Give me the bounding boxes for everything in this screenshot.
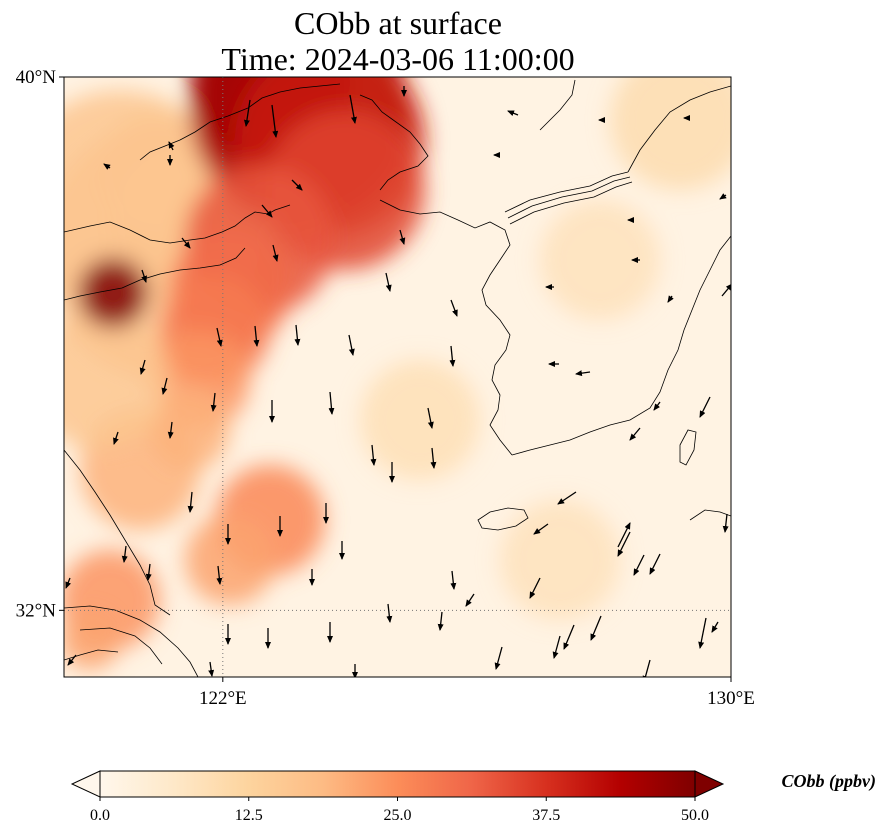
wind-vector bbox=[139, 359, 146, 375]
wind-vector bbox=[253, 325, 260, 347]
coastlines bbox=[64, 79, 731, 677]
wind-vector bbox=[719, 193, 727, 200]
wind-vector bbox=[617, 522, 631, 548]
wind-vector bbox=[385, 272, 392, 292]
map-frame bbox=[63, 76, 732, 678]
concentration-blob bbox=[610, 77, 731, 190]
colorbar-tick-label: 37.5 bbox=[532, 807, 560, 824]
map-area bbox=[64, 77, 731, 677]
wind-vector bbox=[437, 611, 444, 631]
wind-vector bbox=[168, 141, 175, 151]
concentration-blob bbox=[150, 390, 230, 470]
colorbar: 0.0 12.5 25.0 37.5 50.0 CObb (ppbv) bbox=[70, 770, 876, 824]
concentration-blob bbox=[64, 310, 170, 450]
wind-vector bbox=[243, 99, 251, 127]
wind-vector bbox=[145, 563, 152, 581]
wind-vector bbox=[449, 345, 456, 367]
concentration-blob bbox=[185, 515, 275, 605]
lon-tick-label: 130°E bbox=[707, 688, 755, 709]
wind-vector bbox=[465, 593, 475, 607]
axis-ticks: 40°N 32°N 122°E 130°E bbox=[16, 67, 755, 709]
wind-vector bbox=[121, 545, 128, 563]
wind-vector bbox=[141, 269, 147, 283]
wind-vector bbox=[699, 396, 711, 418]
wind-vector bbox=[370, 444, 377, 466]
wind-vector bbox=[291, 179, 303, 191]
wind-vector bbox=[507, 110, 519, 117]
wind-vector bbox=[563, 624, 575, 650]
concentration-blob bbox=[540, 200, 660, 320]
wind-vector bbox=[633, 554, 645, 576]
wind-vector bbox=[450, 570, 457, 590]
gridlines bbox=[64, 77, 731, 677]
plot-subtitle-time: Time: 2024-03-06 11:00:00 bbox=[221, 41, 575, 77]
wind-vector bbox=[450, 299, 458, 317]
wind-vector bbox=[575, 370, 591, 377]
plot-title: CObb at surface bbox=[294, 5, 502, 41]
wind-vector bbox=[67, 654, 77, 666]
colorbar-title: CObb (ppbv) bbox=[782, 771, 876, 792]
wind-vector bbox=[557, 491, 577, 505]
colorbar-tick-label: 0.0 bbox=[90, 807, 110, 824]
lat-tick-label: 40°N bbox=[16, 67, 57, 88]
wind-vector bbox=[427, 407, 434, 429]
wind-vector bbox=[103, 163, 111, 170]
wind-vector bbox=[261, 204, 273, 218]
wind-vector bbox=[552, 635, 561, 659]
wind-vector bbox=[529, 577, 541, 599]
wind-vector bbox=[629, 427, 641, 441]
concentration-blob bbox=[78, 258, 148, 328]
wind-vector bbox=[216, 327, 223, 347]
wind-vector bbox=[208, 661, 215, 677]
wind-vector bbox=[386, 603, 393, 623]
wind-vector bbox=[721, 283, 731, 297]
wind-vector bbox=[617, 531, 631, 557]
colorbar-tick-label: 12.5 bbox=[235, 807, 263, 824]
colorbar-extend-low bbox=[70, 770, 101, 798]
concentration-blob bbox=[500, 500, 620, 620]
wind-vector bbox=[711, 621, 719, 633]
wind-vector bbox=[494, 646, 503, 670]
concentration-field bbox=[64, 77, 731, 670]
concentration-blob bbox=[64, 610, 120, 670]
wind-vector bbox=[113, 431, 119, 445]
wind-vector bbox=[271, 104, 279, 138]
concentration-blob bbox=[360, 360, 480, 480]
wind-vector bbox=[649, 553, 661, 575]
colorbar-gradient bbox=[99, 770, 696, 798]
wind-vector bbox=[65, 577, 72, 589]
wind-vector bbox=[349, 94, 357, 124]
wind-vector bbox=[430, 447, 437, 469]
lat-tick-label: 32°N bbox=[16, 600, 57, 621]
wind-vector bbox=[348, 334, 355, 356]
wind-vector bbox=[590, 615, 602, 641]
wind-vector bbox=[161, 377, 168, 395]
wind-vector bbox=[210, 392, 217, 412]
wind-vector bbox=[187, 491, 194, 513]
wind-vector bbox=[167, 421, 174, 439]
lon-tick-label: 122°E bbox=[199, 688, 247, 709]
wind-vector bbox=[698, 617, 707, 649]
wind-vector bbox=[399, 229, 406, 245]
colorbar-extend-high bbox=[694, 770, 725, 798]
wind-vector bbox=[533, 523, 549, 535]
wind-vector bbox=[272, 244, 279, 262]
wind-vector bbox=[667, 295, 674, 303]
wind-vector bbox=[181, 237, 191, 249]
wind-vector bbox=[294, 324, 301, 346]
wind-vector bbox=[722, 513, 729, 533]
colorbar-tick-label: 50.0 bbox=[681, 807, 709, 824]
wind-vector bbox=[642, 659, 651, 677]
wind-vector bbox=[653, 401, 661, 411]
wind-vector bbox=[328, 391, 335, 415]
colorbar-tick-label: 25.0 bbox=[384, 807, 412, 824]
wind-vector bbox=[216, 565, 223, 585]
wind-vectors bbox=[65, 86, 731, 677]
